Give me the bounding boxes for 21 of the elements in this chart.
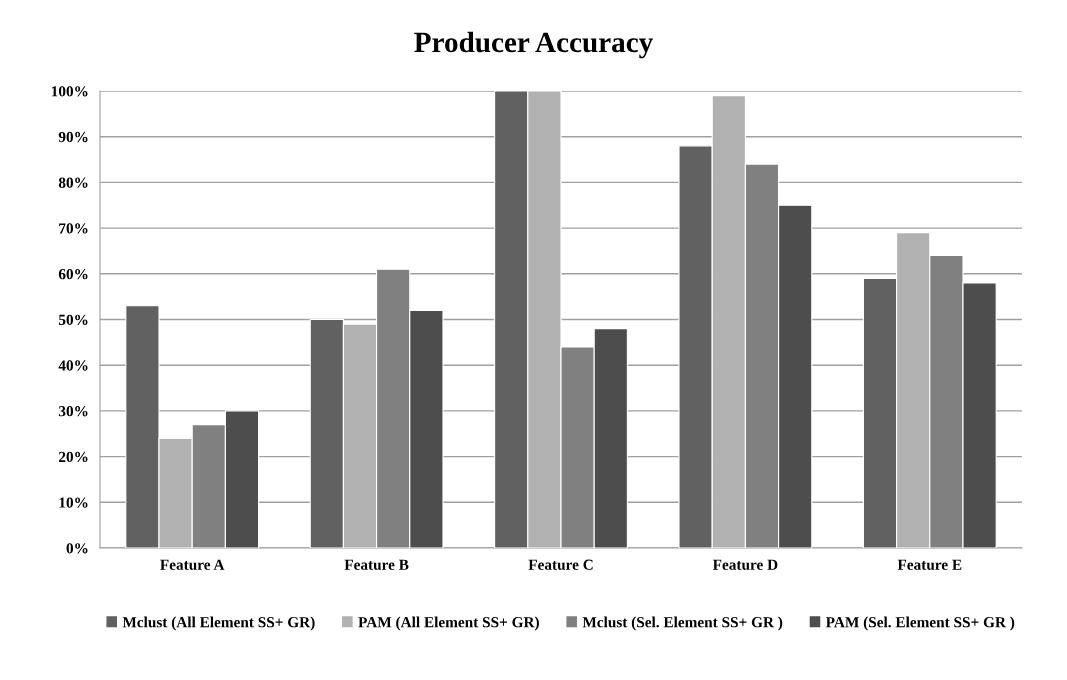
x-tick-label: Feature B — [344, 559, 409, 570]
legend-label: Mclust (Sel. Element SS+ GR ) — [582, 616, 783, 631]
y-tick-label: 0% — [66, 543, 88, 554]
x-tick-label: Feature D — [712, 559, 778, 570]
x-tick-label: Feature C — [528, 559, 593, 570]
x-tick-label: Feature E — [897, 559, 962, 570]
x-tick-label: Feature A — [160, 559, 225, 570]
y-tick-label: 70% — [59, 223, 88, 234]
y-tick-label: 50% — [58, 314, 88, 325]
y-tick-label: 40% — [58, 360, 88, 371]
y-tick-label: 10% — [59, 497, 88, 508]
y-tick-label: 90% — [58, 131, 88, 143]
legend-label: Mclust (All Element SS+ GR) — [122, 616, 315, 631]
y-tick-label: 20% — [58, 451, 88, 463]
y-tick-label: 80% — [58, 177, 88, 188]
chart-title: Producer Accuracy — [414, 31, 653, 59]
legend-label: PAM (All Element SS+ GR) — [358, 616, 539, 631]
y-tick-label: 100% — [51, 86, 88, 97]
y-tick-label: 60% — [58, 268, 88, 280]
legend-label: PAM (Sel. Element SS+ GR ) — [825, 616, 1015, 631]
y-tick-label: 30% — [58, 406, 88, 417]
